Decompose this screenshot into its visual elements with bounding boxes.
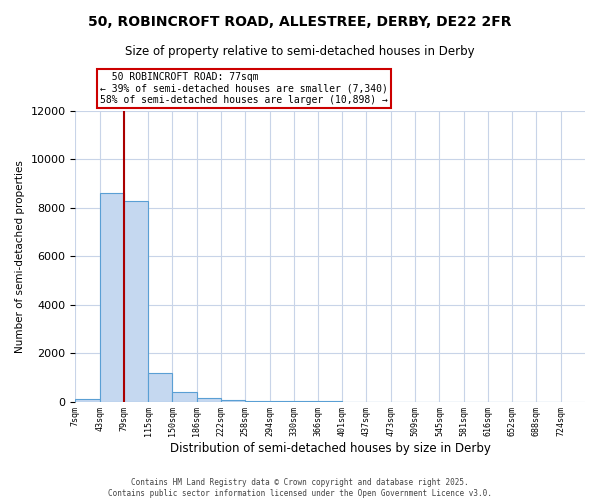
Bar (172, 392, 197, 402)
Text: 50 ROBINCROFT ROAD: 77sqm
← 39% of semi-detached houses are smaller (7,340)
58% : 50 ROBINCROFT ROAD: 77sqm ← 39% of semi-… (100, 72, 388, 105)
Bar (221, 400, 245, 402)
Bar (197, 398, 221, 402)
Text: 50, ROBINCROFT ROAD, ALLESTREE, DERBY, DE22 2FR: 50, ROBINCROFT ROAD, ALLESTREE, DERBY, D… (88, 15, 512, 29)
Bar (76, 399, 100, 402)
Y-axis label: Number of semi-detached properties: Number of semi-detached properties (15, 160, 25, 352)
X-axis label: Distribution of semi-detached houses by size in Derby: Distribution of semi-detached houses by … (170, 442, 491, 455)
Bar (124, 200, 148, 402)
Text: Contains HM Land Registry data © Crown copyright and database right 2025.
Contai: Contains HM Land Registry data © Crown c… (108, 478, 492, 498)
Text: Size of property relative to semi-detached houses in Derby: Size of property relative to semi-detach… (125, 45, 475, 58)
Bar (100, 194, 124, 402)
Bar (148, 372, 172, 402)
